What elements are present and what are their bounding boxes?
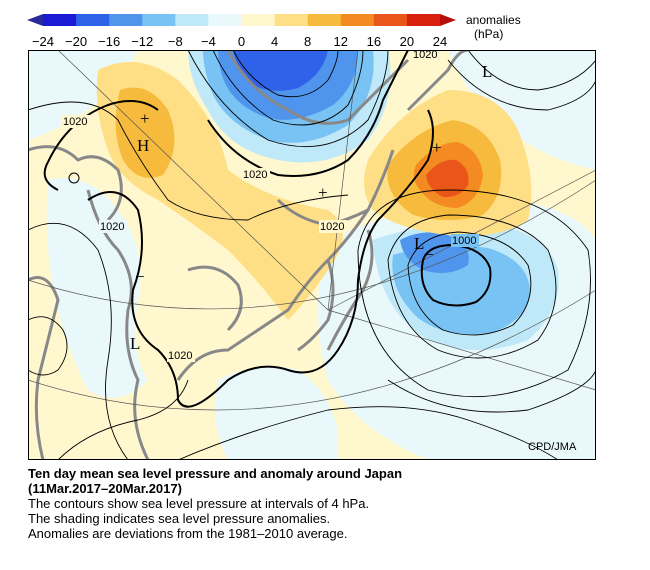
isobars-thin (28, 50, 596, 460)
legend-tick-label: −16 (98, 34, 120, 49)
legend-segment (175, 14, 209, 26)
legend-tick-label: −24 (32, 34, 54, 49)
legend-tick-label: 16 (367, 34, 381, 49)
legend-segment (241, 14, 276, 26)
center-label-low-southwest: L (130, 334, 140, 353)
graticule-lines (28, 50, 596, 411)
legend-title-anomalies: anomalies (466, 13, 521, 27)
contour-label-1020-f: 1020 (412, 50, 440, 61)
svg-text:1000: 1000 (452, 235, 476, 247)
legend-tick-label: 4 (271, 34, 278, 49)
contour-label-1020-e: 1020 (167, 349, 195, 362)
legend-segment (340, 14, 375, 26)
svg-text:1020: 1020 (63, 116, 87, 128)
contour-label-1000: 1000 (451, 234, 479, 247)
svg-text:1020: 1020 (320, 221, 344, 233)
anomaly-plus-mark-h: + (140, 109, 150, 128)
pressure-anomaly-map: H L L L + + + − − 1020 1020 1020 1020 10… (28, 50, 596, 460)
legend-tick-label: −20 (65, 34, 87, 49)
anomaly-color-legend: anomalies (hPa) −24 −20 −16 −12 −8 −4 0 4 8 12 16 2… (27, 13, 521, 49)
legend-tick-labels: −24 −20 −16 −12 −8 −4 0 4 8 12 16 20 24 (32, 34, 447, 49)
legend-segment (307, 14, 342, 26)
anomaly-plus-mark-east: + (432, 138, 442, 157)
contour-label-1020-a: 1020 (62, 115, 90, 128)
legend-tick-label: −8 (168, 34, 183, 49)
caption-line-contours: The contours show sea level pressure at … (28, 496, 370, 511)
anomaly-region-h-orange (115, 87, 175, 178)
anomaly-plus-mark-center: + (318, 183, 328, 202)
svg-text:1020: 1020 (100, 221, 124, 233)
legend-segment (43, 14, 77, 26)
legend-segment (109, 14, 143, 26)
legend-tick-label: 8 (304, 34, 311, 49)
caption-period: (11Mar.2017–20Mar.2017) (28, 481, 182, 496)
legend-segment (373, 14, 408, 26)
center-label-low-northeast: L (482, 62, 492, 81)
center-label-high: H (137, 136, 149, 155)
map-frame (28, 50, 596, 460)
center-label-low-pacific: L (414, 234, 424, 253)
anomaly-region-northeast-light-blue (448, 50, 596, 170)
legend-left-arrow (27, 14, 43, 26)
legend-tick-label: −4 (201, 34, 216, 49)
credit-label: CPD/JMA (528, 441, 577, 453)
svg-text:1020: 1020 (243, 169, 267, 181)
legend-tick-label: −12 (131, 34, 153, 49)
contour-label-1020-b: 1020 (242, 168, 270, 181)
anomaly-minus-mark-west: − (135, 267, 145, 286)
legend-tick-label: 20 (400, 34, 414, 49)
legend-title-unit: (hPa) (474, 27, 503, 41)
legend-right-arrow (440, 14, 456, 26)
contour-label-1020-d: 1020 (319, 220, 347, 233)
legend-color-segments (43, 14, 441, 26)
anomaly-minus-mark-pacific: − (424, 245, 434, 264)
svg-text:1020: 1020 (413, 50, 437, 61)
legend-segment (274, 14, 309, 26)
contour-label-1020-c: 1020 (99, 220, 127, 233)
legend-tick-label: 24 (433, 34, 447, 49)
svg-text:1020: 1020 (168, 350, 192, 362)
legend-tick-label: 12 (334, 34, 348, 49)
legend-segment (142, 14, 176, 26)
legend-tick-label: 0 (238, 34, 245, 49)
anomaly-region-east-red (426, 159, 469, 198)
caption-title: Ten day mean sea level pressure and anom… (28, 466, 403, 481)
caption-line-average: Anomalies are deviations from the 1981–2… (28, 526, 348, 541)
legend-segment (406, 14, 441, 26)
small-contour-circle (68, 172, 80, 184)
legend-segment (76, 14, 110, 26)
anomaly-region-southwest-light-blue (214, 366, 338, 460)
legend-segment (208, 14, 242, 26)
caption-line-shading: The shading indicates sea level pressure… (28, 511, 331, 526)
isobars-bold (43, 50, 492, 408)
